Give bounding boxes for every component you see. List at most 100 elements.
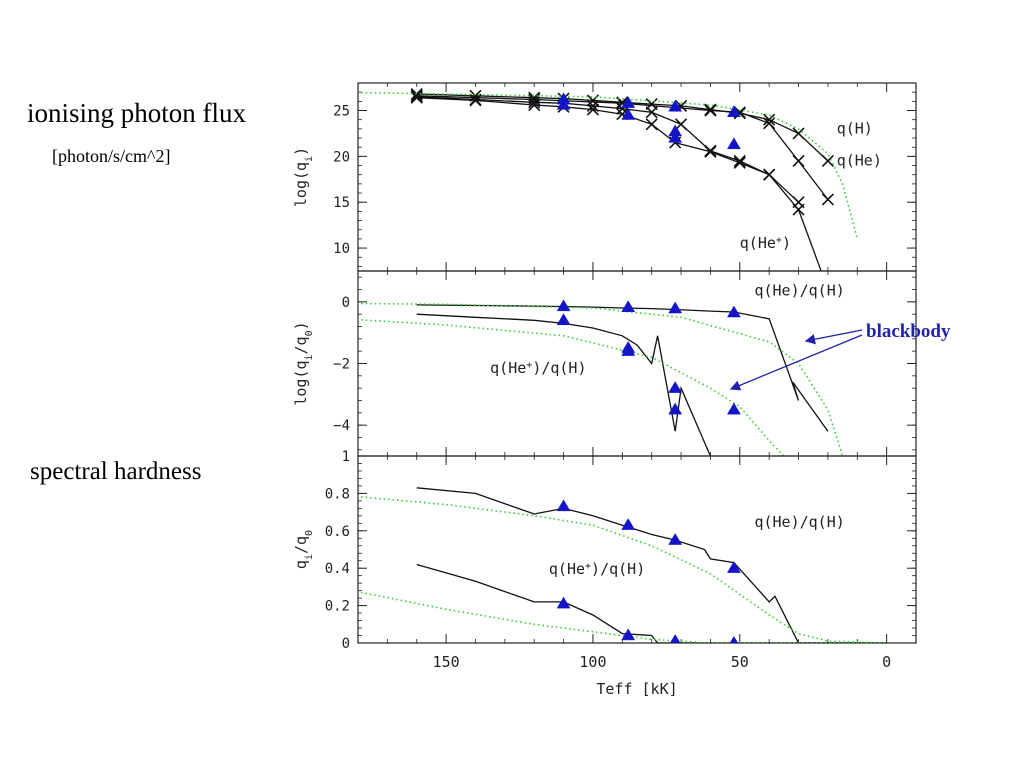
observed-point [668, 130, 683, 143]
observed-point [621, 96, 636, 108]
model-point-x [763, 168, 776, 181]
blackbody-curve [358, 91, 859, 240]
y-tick-label: 0 [342, 295, 350, 311]
y-axis-label: log(qi/q0) [292, 321, 315, 405]
x-stroke [704, 104, 717, 117]
model-curve [416, 304, 829, 432]
observed-point [621, 628, 636, 641]
y-tick-label: 0.6 [325, 524, 350, 540]
y-tick-label: 0.2 [325, 599, 350, 615]
y-tick-label: 0 [342, 636, 350, 652]
model-curve [416, 96, 799, 203]
observed-point [668, 402, 683, 415]
model-point-x [645, 118, 658, 131]
y-axis-label: qi/q0 [292, 530, 315, 569]
model-point-x [763, 113, 776, 126]
y-tick-label: 20 [333, 149, 350, 165]
observed-point [556, 499, 571, 512]
observed-point [621, 300, 636, 313]
model-point-x [674, 118, 688, 131]
model-point-x [586, 103, 600, 116]
observed-point [726, 105, 741, 117]
x-stroke [792, 154, 805, 168]
annotation-arrow [804, 329, 863, 345]
panel-data [358, 487, 887, 643]
observed-point [729, 635, 739, 643]
panel-data [358, 87, 859, 271]
model-point-x [410, 89, 423, 102]
model-curve [416, 95, 829, 200]
observed-point [556, 299, 571, 312]
panel-flux: 10 15 20 25 log(qi) q(H) q(He) q(He+) [292, 82, 917, 272]
y-tick-label: 10 [333, 241, 350, 257]
curve-label: q(He+) [740, 234, 791, 252]
blackbody-curve [358, 302, 844, 456]
x-stroke [616, 108, 629, 121]
x-stroke [528, 96, 541, 109]
model-point-x [645, 106, 658, 119]
model-point-x [792, 127, 805, 140]
blackbody-curve [358, 495, 887, 643]
curve-label: q(He) [837, 152, 882, 170]
observed-point [726, 561, 741, 573]
observed-point [621, 518, 636, 530]
observed-point [669, 634, 681, 643]
panel-frame [357, 455, 917, 644]
x-stroke [763, 168, 776, 181]
x-stroke [674, 118, 688, 131]
observed-point [668, 381, 683, 393]
model-point-x [792, 203, 805, 216]
x-stroke [616, 97, 629, 110]
model-curve [416, 563, 887, 643]
y-tick-label: 0.8 [325, 486, 350, 502]
model-point-x [704, 145, 717, 158]
x-stroke [733, 154, 746, 168]
model-point-x [469, 94, 482, 107]
model-curve [416, 313, 711, 456]
x-stroke [645, 118, 658, 131]
observed-point [668, 533, 683, 545]
observed-point [726, 137, 741, 150]
model-point-x [821, 193, 834, 206]
observed-point [668, 301, 683, 314]
x-stroke [763, 117, 776, 130]
observed-point [621, 108, 636, 120]
x-tick-label: 0 [882, 653, 891, 671]
x-stroke [821, 193, 834, 206]
observed-point [556, 596, 571, 609]
annotation-arrow [729, 334, 863, 391]
model-point-x [733, 156, 746, 169]
curve-label: q(He)/q(H) [754, 282, 844, 300]
model-point-x [704, 104, 717, 117]
x-stroke [704, 145, 717, 158]
model-point-x [792, 154, 805, 168]
model-point-x [528, 98, 541, 112]
blackbody-curve [358, 590, 887, 643]
curve-label: q(He+)/q(H) [549, 560, 645, 578]
observed-point [668, 99, 683, 112]
blackbody-curve [358, 318, 785, 456]
panel-ratio-log: 0 −2 −4 log(qi/q0) q(He)/q(H) q(He+)/q(H) [292, 270, 917, 457]
model-curve [416, 487, 887, 643]
x-stroke [792, 127, 805, 140]
observed-point [726, 402, 741, 415]
curve-label: q(He+)/q(H) [490, 359, 586, 377]
heading-spectral-hardness: spectral hardness [30, 458, 202, 485]
panel-frame [357, 82, 917, 272]
x-stroke [410, 89, 423, 102]
model-point-x [821, 154, 834, 168]
model-point-x [528, 96, 541, 109]
y-tick-label: 25 [333, 104, 350, 120]
x-stroke [733, 156, 746, 169]
observed-point [726, 305, 741, 318]
y-tick-label: −2 [333, 357, 350, 373]
panel-ratio-linear: 0 0.2 0.4 0.6 0.8 1 qi/q0 q(He)/q(H) q(He+)/q(H) [292, 449, 917, 652]
heading-ionising-flux: ionising photon flux [27, 98, 247, 128]
observed-point [621, 344, 636, 356]
x-tick-label: 50 [731, 653, 749, 671]
x-stroke [528, 98, 541, 112]
x-stroke [792, 203, 805, 216]
x-stroke [763, 113, 776, 126]
x-stroke [821, 154, 834, 168]
